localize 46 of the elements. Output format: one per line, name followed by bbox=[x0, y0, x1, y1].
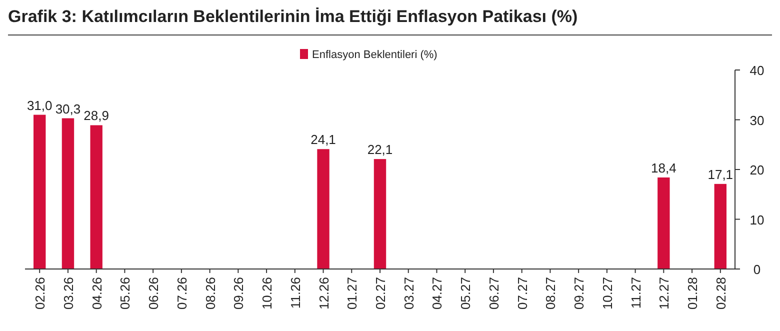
x-tick-label: 04.27 bbox=[430, 277, 445, 310]
x-tick-label: 12.27 bbox=[656, 277, 672, 310]
x-tick-label: 06.27 bbox=[486, 277, 502, 310]
x-tick-label: 04.26 bbox=[89, 277, 104, 310]
bar bbox=[90, 125, 102, 269]
x-tick-label: 03.26 bbox=[60, 277, 76, 310]
data-label: 22,1 bbox=[367, 142, 393, 158]
y-tick-label: 20 bbox=[750, 162, 764, 178]
x-tick-label: 07.27 bbox=[514, 277, 530, 310]
bar bbox=[34, 114, 46, 269]
x-tick-label: 02.28 bbox=[713, 277, 728, 310]
y-tick-label: 40 bbox=[750, 63, 764, 78]
x-tick-label: 01.28 bbox=[685, 277, 700, 310]
x-tick-label: 08.27 bbox=[543, 277, 558, 310]
x-tick-label: 01.27 bbox=[344, 277, 360, 310]
x-tick-label: 09.26 bbox=[231, 277, 246, 310]
x-tick-label: 07.26 bbox=[174, 277, 190, 310]
x-tick-label: 11.26 bbox=[288, 277, 303, 309]
data-label: 31,0 bbox=[26, 98, 52, 113]
data-label: 18,4 bbox=[651, 160, 676, 176]
bar bbox=[714, 184, 726, 269]
bar bbox=[658, 177, 670, 269]
data-label: 17,1 bbox=[708, 166, 734, 182]
x-tick-label: 08.26 bbox=[202, 277, 218, 310]
x-tick-label: 03.27 bbox=[401, 277, 416, 310]
chart-title: Grafik 3: Katılımcıların Beklentilerinin İma Ettiği Enflasyon Patikası (%) bbox=[8, 7, 578, 26]
x-tick-label: 10.27 bbox=[600, 277, 615, 310]
x-tick-label: 02.26 bbox=[32, 277, 48, 310]
legend-label: Enflasyon Beklentileri (%) bbox=[312, 49, 438, 61]
data-label: 24,1 bbox=[310, 132, 336, 148]
x-tick-label: 05.26 bbox=[118, 277, 133, 310]
bar bbox=[317, 149, 330, 269]
x-tick-label: 10.26 bbox=[260, 277, 275, 310]
y-tick-label: 0 bbox=[753, 262, 761, 277]
x-tick-label: 12.26 bbox=[316, 277, 332, 310]
x-tick-label: 05.27 bbox=[458, 277, 474, 310]
bar bbox=[374, 159, 386, 269]
x-tick-label: 11.27 bbox=[628, 277, 644, 309]
x-tick-label: 02.27 bbox=[373, 277, 388, 310]
y-tick-label: 30 bbox=[750, 112, 764, 128]
x-tick-label: 09.27 bbox=[572, 277, 587, 310]
data-label: 28,9 bbox=[84, 108, 109, 124]
y-tick-label: 10 bbox=[750, 212, 764, 228]
x-tick-label: 06.26 bbox=[146, 277, 162, 310]
data-label: 30,3 bbox=[55, 101, 81, 116]
bar bbox=[62, 118, 74, 269]
